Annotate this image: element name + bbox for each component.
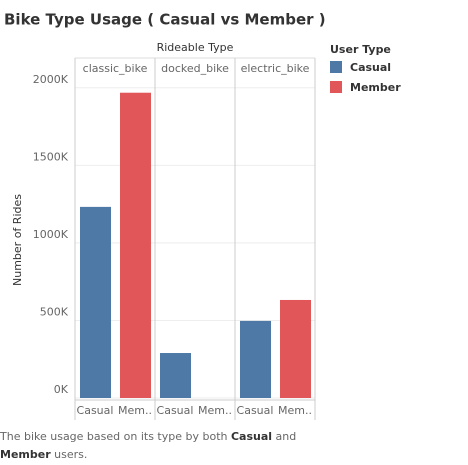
- bar: [240, 320, 271, 398]
- caption-text: The bike usage based on its type by both: [0, 430, 231, 443]
- bar: [280, 299, 311, 398]
- caption-text: and: [272, 430, 297, 443]
- caption-text: Member: [0, 448, 51, 461]
- legend-title: User Type: [330, 43, 391, 56]
- facet-label: classic_bike: [83, 62, 148, 75]
- x-tick-label: Casual: [77, 404, 114, 417]
- legend-label: Member: [350, 81, 401, 94]
- caption: The bike usage based on its type by both…: [0, 428, 330, 464]
- legend-swatch: [330, 61, 342, 73]
- column-header: Rideable Type: [157, 41, 234, 54]
- y-tick-label: 1000K: [33, 228, 69, 241]
- x-tick-label: Mem..: [278, 404, 312, 417]
- y-tick-label: 500K: [40, 305, 69, 318]
- bar: [80, 206, 111, 398]
- facet-label: docked_bike: [161, 62, 229, 75]
- bar: [120, 92, 151, 398]
- caption-text: Casual: [230, 430, 273, 443]
- facet-label: electric_bike: [241, 62, 310, 75]
- caption-text: users.: [50, 448, 88, 461]
- y-tick-label: 2000K: [33, 73, 69, 86]
- x-tick-label: Casual: [237, 404, 274, 417]
- x-tick-label: Casual: [157, 404, 194, 417]
- legend-swatch: [330, 81, 342, 93]
- legend-label: Casual: [350, 61, 391, 74]
- chart: Bike Type Usage ( Casual vs Member ) Rid…: [4, 11, 401, 420]
- x-tick-label: Mem..: [198, 404, 232, 417]
- bar: [160, 353, 191, 398]
- y-tick-label: 1500K: [33, 150, 69, 163]
- y-tick-label: 0K: [54, 383, 69, 396]
- y-axis-label: Number of Rides: [11, 194, 24, 286]
- chart-title: Bike Type Usage ( Casual vs Member ): [4, 11, 326, 29]
- x-tick-label: Mem..: [118, 404, 152, 417]
